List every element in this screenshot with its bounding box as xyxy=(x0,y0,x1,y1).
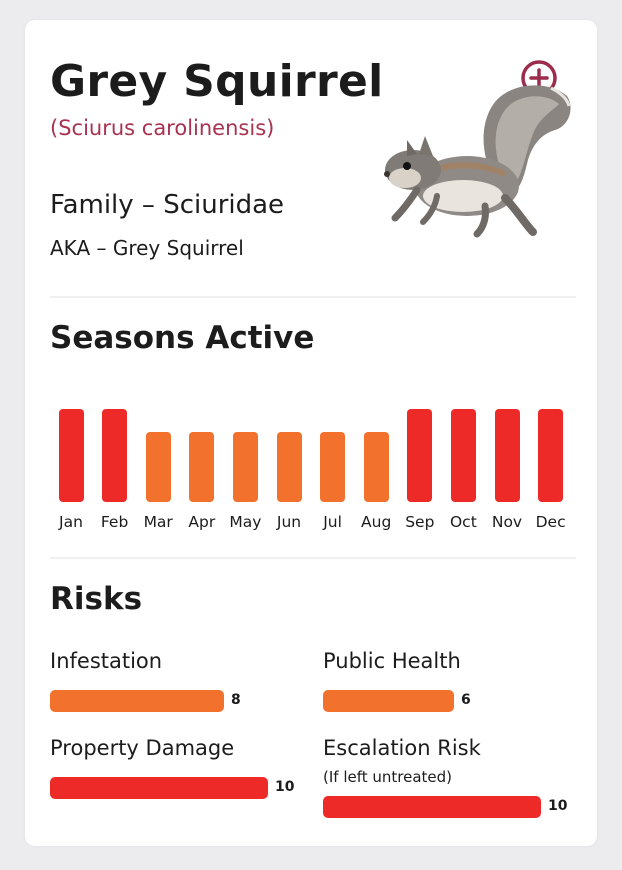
month-label-sep: Sep xyxy=(405,513,435,531)
month-label-jan: Jan xyxy=(59,513,83,531)
seasons-title: Seasons Active xyxy=(50,320,315,356)
month-label-jul: Jul xyxy=(323,513,342,531)
month-label-apr: Apr xyxy=(188,513,216,531)
risk-sublabel-escalation: (If left untreated) xyxy=(323,768,453,786)
risk-label-public-health: Public Health xyxy=(323,649,461,673)
season-bar-feb xyxy=(102,409,128,502)
squirrel-image xyxy=(384,85,571,238)
divider xyxy=(50,296,576,298)
month-label-mar: Mar xyxy=(143,513,173,531)
month-label-dec: Dec xyxy=(535,513,566,531)
month-label-nov: Nov xyxy=(491,513,523,531)
month-label-oct: Oct xyxy=(449,513,477,531)
risk-bar-escalation xyxy=(323,796,541,818)
season-bar-dec xyxy=(538,409,564,502)
species-title: Grey Squirrel xyxy=(50,56,384,107)
risk-value-infestation: 8 xyxy=(231,692,241,708)
risk-value-property-damage: 10 xyxy=(275,779,295,795)
risk-label-property-damage: Property Damage xyxy=(50,736,235,760)
risk-label-escalation: Escalation Risk xyxy=(323,736,481,760)
seasons-chart: Jan Feb Mar Apr May Jun Jul Aug Sep Oct Nov Dec xyxy=(25,20,597,846)
risk-bar-infestation xyxy=(50,690,224,712)
month-label-aug: Aug xyxy=(361,513,392,531)
month-label-feb: Feb xyxy=(100,513,129,531)
risk-label-infestation: Infestation xyxy=(50,649,163,673)
season-bar-aug xyxy=(363,432,389,502)
month-label-may: May xyxy=(229,513,262,531)
risk-value-escalation: 10 xyxy=(548,798,568,814)
latin-name: (Sciurus carolinensis) xyxy=(50,116,275,140)
family-label: Family – Sciuridae xyxy=(50,190,285,220)
season-bar-oct xyxy=(450,409,476,502)
risks-title: Risks xyxy=(50,581,143,617)
species-card: Grey Squirrel (Sciurus carolinensis) Fam… xyxy=(25,20,597,846)
season-bar-sep xyxy=(407,409,433,502)
season-bar-mar xyxy=(145,432,171,502)
season-bar-jan xyxy=(58,409,84,502)
aka-label: AKA – Grey Squirrel xyxy=(50,236,244,260)
risk-bar-property-damage xyxy=(50,777,268,799)
season-bar-jul xyxy=(320,432,346,502)
season-bar-jun xyxy=(276,432,302,502)
risk-value-public-health: 6 xyxy=(461,692,471,708)
season-bar-nov xyxy=(494,409,520,502)
season-bar-apr xyxy=(189,432,215,502)
season-bar-may xyxy=(232,432,258,502)
divider xyxy=(50,557,576,559)
month-label-jun: Jun xyxy=(276,513,302,531)
risk-bar-public-health xyxy=(323,690,454,712)
